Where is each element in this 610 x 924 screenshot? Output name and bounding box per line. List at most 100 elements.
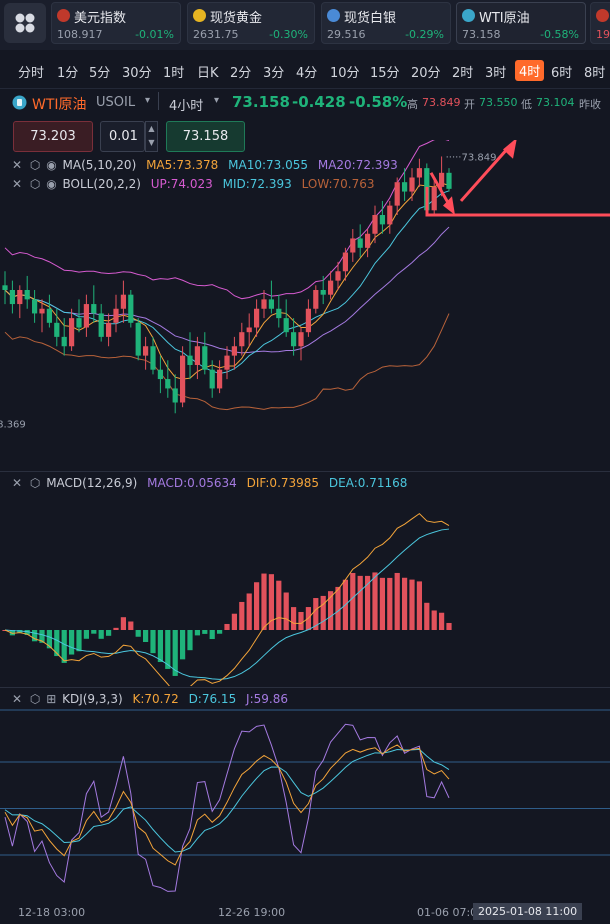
settings-icon[interactable]: ⬡ [29,177,41,191]
divider [0,88,610,89]
macd-histogram-bar [291,607,297,630]
candle [113,308,119,323]
candle [106,322,112,337]
k-line [4,744,450,866]
open-value: 73.550 [479,96,518,109]
boll-lower-line [4,313,450,411]
macd-histogram-bar [261,573,267,630]
tab-timeframe[interactable]: 1时 [163,66,185,81]
candle [342,252,348,272]
eye-icon[interactable]: ◉ [46,158,57,172]
close-icon[interactable]: ✕ [12,476,23,490]
time-tick: 12-26 19:00 [218,906,286,919]
price-change-pct: -0.58% [349,93,408,111]
tab-timeframe[interactable]: 分时 [18,66,45,81]
candle [305,308,311,333]
tab-timeframe[interactable]: 2分 [230,66,252,81]
chevron-down-icon[interactable]: ▼ [148,138,155,147]
tab-timeframe[interactable]: 3时 [485,66,507,81]
tab-timeframe[interactable]: 3分 [263,66,285,81]
symbol-name[interactable]: WTI原油 [32,97,87,113]
tab-timeframe[interactable]: 2时 [452,66,474,81]
tab-timeframe[interactable]: 6时 [551,66,573,81]
tab-timeframe[interactable]: 4分 [296,66,318,81]
macd-histogram-bar [54,630,60,657]
tab-timeframe[interactable]: 15分 [370,66,400,81]
buy-price: 73.158 [182,129,229,144]
quote-name: 美元指数 [74,11,127,26]
price-change: -0.428 [292,93,346,111]
eye-icon[interactable]: ◉ [46,177,57,191]
macd-histogram-bar [313,598,319,630]
candle [98,313,104,337]
candle [446,172,452,189]
sell-price-button[interactable]: 73.203 [13,121,93,152]
quote-card[interactable]: 现货黄金 2631.75 -0.30% [187,2,315,44]
candle [394,182,400,206]
chevron-up-icon[interactable]: ▲ [148,124,155,133]
candle [217,369,223,389]
macd-histogram-bar [135,630,141,637]
macd-histogram-bar [283,592,289,630]
price-chart[interactable]: ·····73.849 ·68.369 [0,140,610,470]
settings-icon[interactable]: ⬡ [29,476,41,490]
macd-histogram-bar [113,627,119,630]
macd-histogram-bar [254,582,260,630]
tab-timeframe[interactable]: 日K [197,66,219,81]
buy-price-button[interactable]: 73.158 [166,121,245,152]
candle [365,233,371,248]
high-value: 73.849 [422,96,461,109]
low-label: 低 [521,98,532,111]
settings-icon[interactable]: ⬡ [29,158,41,172]
tab-timeframe[interactable]: 8时 [584,66,606,81]
macd-histogram-bar [98,630,104,639]
quote-card[interactable]: 美元指数 108.917 -0.01% [51,2,181,44]
chevron-down-icon[interactable]: ▾ [214,95,220,106]
quote-card[interactable]: 现货白银 29.516 -0.29% [321,2,451,44]
tab-timeframe[interactable]: 4时 [515,60,545,81]
close-icon[interactable]: ✕ [12,692,23,706]
lot-input[interactable]: 0.01 [100,121,145,152]
grid-menu-icon [15,13,35,33]
macd-histogram-bar [387,577,393,630]
macd-histogram-bar [328,591,334,630]
time-tick: 01-06 07:0 [417,906,478,919]
kdj-chart[interactable] [0,708,610,900]
macd-histogram-bar [239,601,245,630]
settings-icon[interactable]: ⬡ [29,692,41,706]
quote-change: -0.30% [269,28,308,41]
tab-timeframe[interactable]: 1分 [57,66,79,81]
menu-button[interactable] [4,3,46,43]
quote-card[interactable]: WTI原油 73.158 -0.58% [456,2,586,44]
tab-timeframe[interactable]: 5分 [89,66,111,81]
quote-price: 108.917 [57,28,103,41]
expand-icon[interactable]: ⊞ [46,692,57,706]
macd-histogram-bar [128,621,134,630]
ma20-value: MA20:72.393 [317,158,398,172]
period-label[interactable]: 4小时 [169,99,204,114]
macd-histogram-bar [372,572,378,630]
macd-histogram-bar [439,612,445,630]
close-icon[interactable]: ✕ [12,177,23,191]
macd-histogram-bar [424,602,430,630]
candle [17,290,23,305]
close-icon[interactable]: ✕ [12,158,23,172]
tab-timeframe[interactable]: 10分 [330,66,360,81]
lot-stepper[interactable]: ▲ ▼ [145,121,158,152]
low-value: 73.104 [536,96,575,109]
candle [298,332,304,347]
macd-chart[interactable] [0,494,610,686]
symbol-code[interactable]: USOIL [96,95,136,110]
macd-histogram-bar [379,577,385,630]
tab-timeframe[interactable]: 30分 [122,66,152,81]
macd-histogram-bar [350,572,356,630]
quote-card[interactable]: 19 [590,2,610,44]
chevron-down-icon[interactable]: ▾ [145,95,151,106]
macd-histogram-bar [416,581,422,630]
tab-timeframe[interactable]: 20分 [411,66,441,81]
candle [224,355,230,370]
candle [239,332,245,347]
kdj-legend: ✕ ⬡ ⊞ KDJ(9,3,3) K:70.72 D:76.15 J:59.86 [12,692,288,706]
macd-value: MACD:0.05634 [147,476,237,490]
sell-price: 73.203 [30,129,76,144]
